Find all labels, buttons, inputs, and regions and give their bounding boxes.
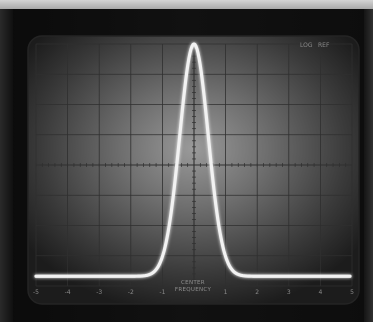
axis-caption: CENTER FREQUENCY (175, 280, 212, 293)
x-tick-label: 2 (255, 289, 259, 296)
x-tick-label: -3 (96, 289, 102, 296)
x-tick-label: 4 (318, 289, 322, 296)
signal-trace (34, 42, 352, 278)
axis-caption-line-1: CENTER (181, 280, 205, 286)
x-tick-label: -1 (159, 289, 165, 296)
x-tick-label: -4 (65, 289, 71, 296)
graticule-grid (35, 43, 353, 287)
x-tick-label: -2 (128, 289, 134, 296)
photo-left-border (0, 9, 13, 322)
x-tick-label: 3 (287, 289, 291, 296)
ref-mark: REF (318, 42, 330, 49)
axis-caption-line-2: FREQUENCY (175, 287, 212, 293)
x-tick-label: -5 (33, 289, 39, 296)
x-tick-label: 1 (224, 289, 228, 296)
photo-top-border (0, 0, 373, 9)
x-tick-label: 5 (350, 289, 354, 296)
photo-right-border (364, 9, 373, 322)
log-mark: LOG (300, 42, 313, 49)
top-right-marks: LOG REF (300, 42, 330, 49)
x-tick-labels: -5 -4 -3 -2 -1 1 2 3 4 5 (33, 289, 354, 296)
